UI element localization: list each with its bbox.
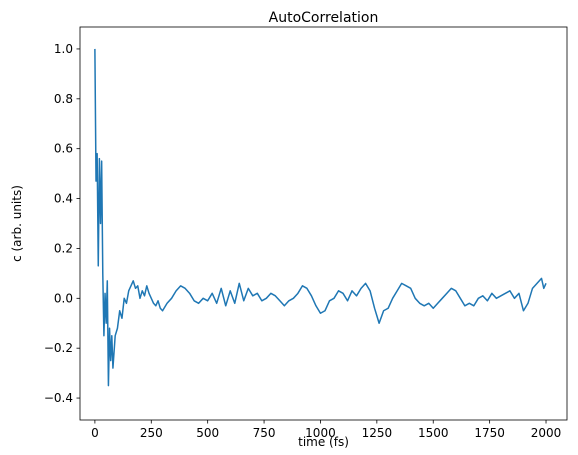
x-tick-label: 1000 [305, 426, 336, 440]
x-tick-label: 0 [91, 426, 99, 440]
y-tick-label: 0.2 [54, 241, 73, 255]
x-tick-label: 250 [140, 426, 163, 440]
x-tick-label: 750 [253, 426, 276, 440]
x-tick-label: 1750 [474, 426, 505, 440]
y-axis-label: c (arb. units) [10, 185, 24, 262]
x-axis-label: time (fs) [298, 435, 349, 449]
data-line [94, 48, 547, 387]
y-tick-label: 1.0 [54, 42, 73, 56]
y-tick-label: −0.2 [44, 341, 73, 355]
y-tick-label: 0.6 [54, 142, 73, 156]
x-tick-label: 1500 [418, 426, 449, 440]
chart-title: AutoCorrelation [269, 10, 379, 26]
x-tick-label: 1250 [362, 426, 393, 440]
x-tick-label: 500 [196, 426, 219, 440]
x-tick-label: 2000 [531, 426, 562, 440]
y-tick-label: 0.4 [54, 192, 73, 206]
plot-area [80, 27, 567, 420]
y-tick-label: 0.0 [54, 291, 73, 305]
y-tick-label: −0.4 [44, 391, 73, 405]
axes-frame [79, 26, 568, 421]
y-tick-label: 0.8 [54, 92, 73, 106]
